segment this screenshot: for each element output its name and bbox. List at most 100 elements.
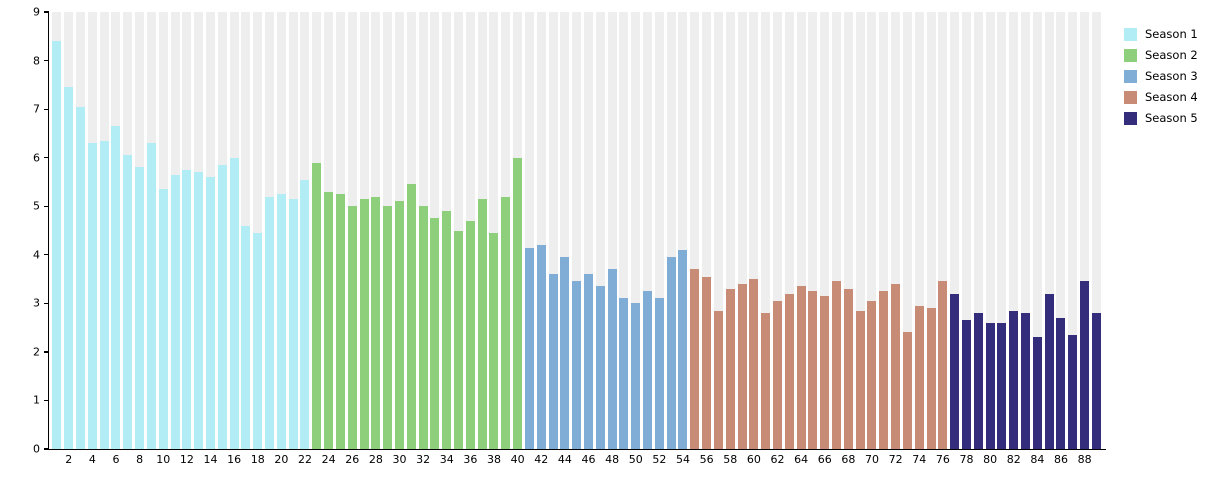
x-tick-label-28: 28 [368,453,383,466]
episode-slot-36: 36 [463,12,477,465]
legend-item-season-4: Season 4 [1124,91,1198,104]
background-track [1044,12,1054,449]
bars-container: 2 4 6 8 10 12 14 16 18 20 22 24 26 28 30 32 34 36 38 40 42 44… [51,12,1103,465]
x-tick-label-16: 16 [227,453,242,466]
y-tick-label-8: 8 [33,54,40,68]
x-tick-label-60: 60 [746,453,761,466]
bar-episode-86-season-5 [1056,317,1066,449]
episode-slot-76: 76 [936,12,950,465]
episode-slot-50: 50 [629,12,643,465]
bar-episode-65-season-4 [808,291,818,449]
episode-slot-59 [736,12,748,449]
y-tick-6 [44,157,49,159]
background-track [772,12,782,449]
bar-episode-25-season-2 [335,194,345,449]
x-tick-label-62: 62 [770,453,785,466]
episode-slot-72: 72 [889,12,903,465]
bar-episode-66-season-4 [820,296,830,449]
episode-slot-28: 28 [369,12,383,465]
x-tick-label-78: 78 [959,453,974,466]
episode-slot-89 [1091,12,1103,449]
x-tick-label-36: 36 [463,453,478,466]
episode-slot-16: 16 [227,12,241,465]
episode-slot-33 [429,12,441,449]
background-track [855,12,865,449]
x-tick-label-70: 70 [864,453,879,466]
x-tick-label-24: 24 [321,453,336,466]
background-track [985,12,995,449]
bar-episode-74-season-4 [914,305,924,449]
background-track [950,12,960,449]
background-track [879,12,889,449]
bar-episode-64-season-4 [796,286,806,449]
bar-episode-62-season-4 [772,300,782,449]
bar-episode-47-season-3 [595,286,605,449]
episode-slot-63 [783,12,795,449]
episode-slot-83 [1020,12,1032,449]
x-tick-label-10: 10 [156,453,171,466]
episode-slot-27 [358,12,370,449]
episode-slot-73 [902,12,914,449]
background-track [253,12,263,449]
bar-episode-34-season-2 [442,211,452,449]
episode-slot-60: 60 [747,12,761,465]
background-track [489,12,499,449]
bar-episode-71-season-4 [879,291,889,449]
y-tick-label-5: 5 [33,199,40,213]
bar-episode-53-season-3 [666,257,676,449]
x-tick-label-12: 12 [179,453,194,466]
x-tick-label-18: 18 [250,453,265,466]
background-track [713,12,723,449]
episode-slot-66: 66 [818,12,832,465]
bar-episode-26-season-2 [347,206,357,449]
background-track [536,12,546,449]
bar-episode-42-season-3 [536,245,546,449]
background-track [1032,12,1042,449]
episode-slot-17 [240,12,252,449]
episode-slot-19 [264,12,276,449]
bar-episode-13-season-1 [194,172,204,449]
x-tick-label-2: 2 [65,453,73,466]
x-tick-label-58: 58 [723,453,738,466]
episode-slot-13 [193,12,205,449]
episode-slot-82: 82 [1007,12,1021,465]
x-tick-label-54: 54 [675,453,690,466]
episode-slot-43 [547,12,559,449]
bar-episode-11-season-1 [170,174,180,449]
episode-slot-55 [689,12,701,449]
episode-slot-77 [949,12,961,449]
background-track [867,12,877,449]
x-tick-label-26: 26 [345,453,360,466]
bar-episode-57-season-4 [713,310,723,449]
bar-episode-51-season-3 [643,291,652,449]
background-track [678,12,688,449]
episode-slot-30: 30 [392,12,406,465]
background-track [997,12,1007,449]
episode-slot-54: 54 [676,12,690,465]
legend-label-season-5: Season 5 [1145,110,1198,125]
bar-episode-33-season-2 [430,218,440,449]
bar-episode-78-season-5 [961,320,971,449]
background-track [690,12,700,449]
episode-slot-14: 14 [203,12,217,465]
episode-slot-9 [146,12,158,449]
background-track [654,12,664,449]
episode-slot-35 [453,12,465,449]
y-tick-label-2: 2 [33,345,40,359]
background-track [1056,12,1066,449]
bar-episode-21-season-1 [288,198,298,449]
bar-episode-89-season-5 [1091,313,1101,449]
episode-slot-38: 38 [487,12,501,465]
episode-slot-69 [854,12,866,449]
bar-episode-82-season-5 [1009,310,1019,449]
bar-episode-54-season-3 [678,249,688,449]
background-track [737,12,747,449]
bar-episode-14-season-1 [205,177,215,449]
background-track [666,12,676,449]
episode-slot-5 [98,12,110,449]
bar-episode-56-season-4 [702,276,712,449]
bar-episode-36-season-2 [465,220,475,449]
episode-slot-42: 42 [534,12,548,465]
y-tick-9 [44,11,49,13]
